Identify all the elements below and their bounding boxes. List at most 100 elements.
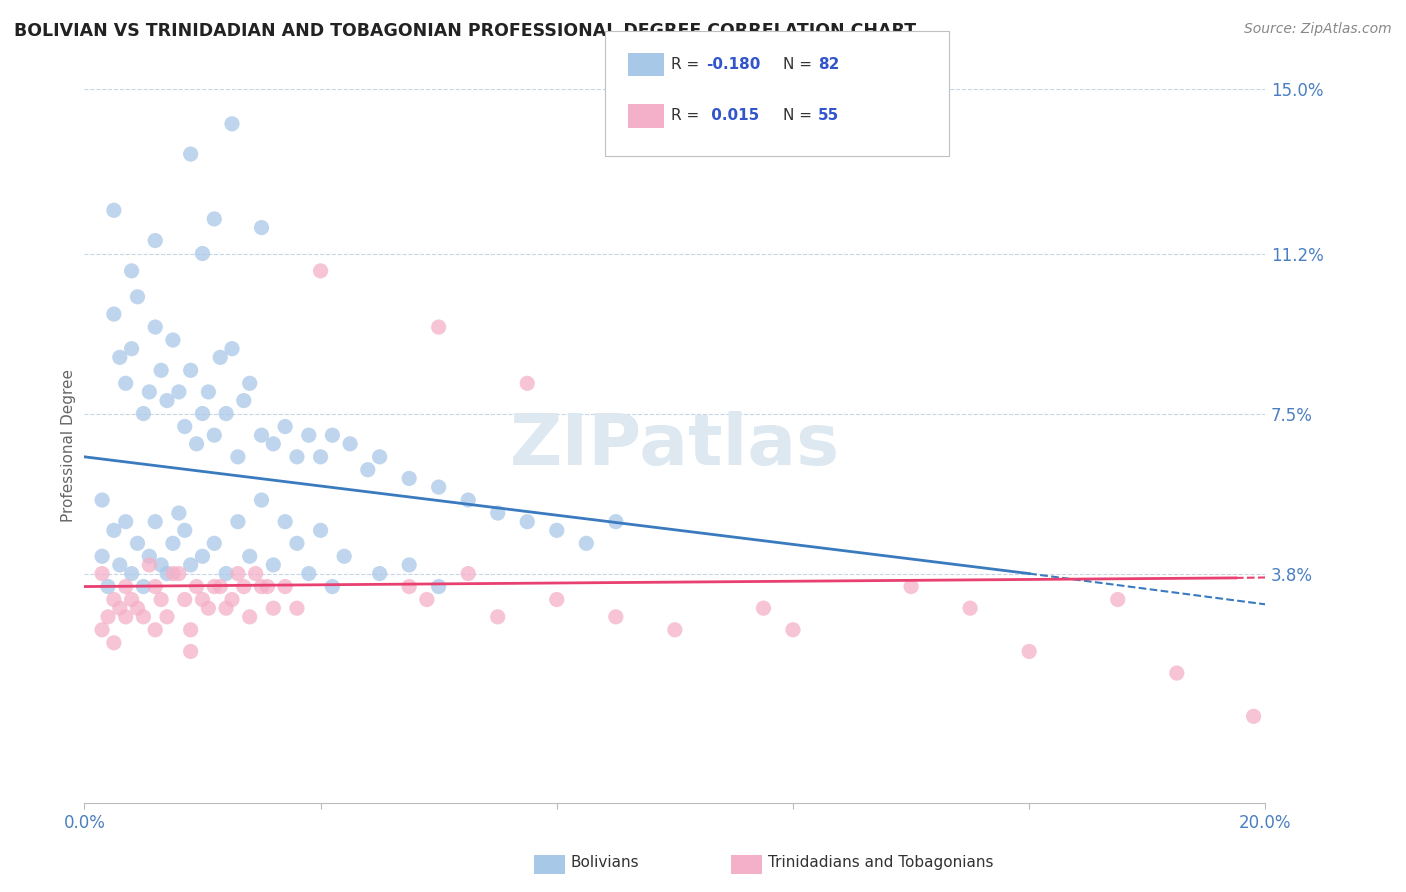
Point [138,384,160,399]
Point [262,558,284,572]
Point [209,351,232,365]
Point [516,376,538,391]
Point [191,549,214,564]
Point [752,601,775,615]
Point [150,558,173,572]
Point [398,580,420,594]
Point [121,566,143,581]
Point [486,610,509,624]
Point [239,610,262,624]
Text: 0.015: 0.015 [706,109,759,123]
Point [167,506,190,520]
Point [127,536,149,550]
Point [1243,709,1265,723]
Point [339,437,361,451]
Point [156,566,179,581]
Text: ZIPatlas: ZIPatlas [510,411,839,481]
Point [156,393,179,408]
Point [162,333,184,347]
Point [245,566,267,581]
Point [262,437,284,451]
Point [221,592,243,607]
Point [215,601,238,615]
Point [138,549,160,564]
Point [143,623,166,637]
Point [103,592,125,607]
Point [121,592,143,607]
Point [202,536,225,550]
Point [103,524,125,538]
Text: Source: ZipAtlas.com: Source: ZipAtlas.com [1244,22,1392,37]
Point [97,580,120,594]
Point [114,376,136,391]
Point [97,610,120,624]
Point [162,566,184,581]
Point [108,558,131,572]
Point [197,384,219,399]
Point [221,117,243,131]
Point [368,450,391,464]
Point [121,264,143,278]
Point [180,558,202,572]
Point [132,610,155,624]
Point [546,524,568,538]
Point [309,450,332,464]
Y-axis label: Professional Degree: Professional Degree [60,369,76,523]
Point [274,580,297,594]
Text: 55: 55 [818,109,839,123]
Point [114,515,136,529]
Text: BOLIVIAN VS TRINIDADIAN AND TOBAGONIAN PROFESSIONAL DEGREE CORRELATION CHART: BOLIVIAN VS TRINIDADIAN AND TOBAGONIAN P… [14,22,917,40]
Point [173,592,195,607]
Text: Trinidadians and Tobagonians: Trinidadians and Tobagonians [768,855,993,870]
Text: R =: R = [671,109,704,123]
Point [202,580,225,594]
Point [173,419,195,434]
Point [239,376,262,391]
Point [398,558,420,572]
Point [226,566,249,581]
Point [226,450,249,464]
Point [138,558,160,572]
Point [298,428,321,442]
Point [202,428,225,442]
Point [132,407,155,421]
Point [250,493,273,508]
Point [427,320,450,334]
Text: N =: N = [783,57,817,71]
Point [91,493,114,508]
Point [180,644,202,658]
Point [605,610,627,624]
Point [309,524,332,538]
Point [127,601,149,615]
Point [250,220,273,235]
Point [202,211,225,226]
Point [180,147,202,161]
Point [91,549,114,564]
Point [457,493,479,508]
Text: R =: R = [671,57,704,71]
Point [221,342,243,356]
Point [143,320,166,334]
Point [516,515,538,529]
Point [274,419,297,434]
Point [1018,644,1040,658]
Point [180,363,202,377]
Point [114,610,136,624]
Point [150,592,173,607]
Point [191,407,214,421]
Point [959,601,981,615]
Point [150,363,173,377]
Point [167,566,190,581]
Point [664,623,686,637]
Point [285,450,308,464]
Point [143,234,166,248]
Point [162,536,184,550]
Point [262,601,284,615]
Point [250,428,273,442]
Point [239,549,262,564]
Point [486,506,509,520]
Point [191,592,214,607]
Point [250,580,273,594]
Text: Bolivians: Bolivians [571,855,640,870]
Point [398,471,420,485]
